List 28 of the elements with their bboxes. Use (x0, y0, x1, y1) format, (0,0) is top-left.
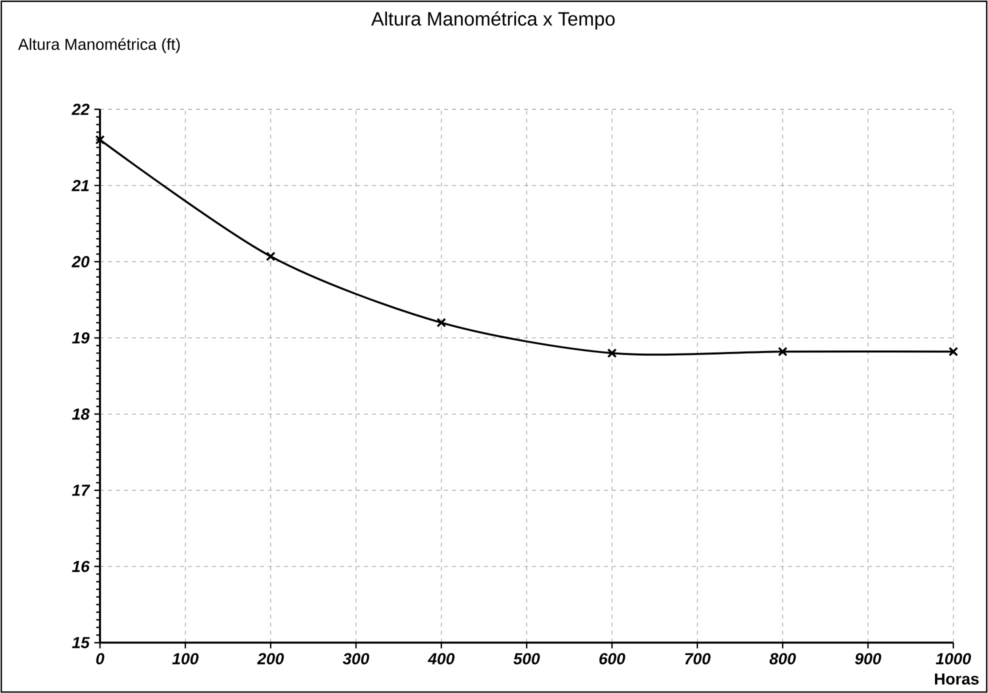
x-tick-label: 0 (96, 652, 104, 664)
chart-title: Altura Manométrica x Tempo (371, 11, 615, 30)
x-tick-label: 900 (855, 652, 882, 664)
y-axis-title: Altura Manométrica (ft) (18, 38, 180, 53)
y-tick-label: 17 (72, 484, 90, 496)
x-tick-label: 800 (770, 652, 796, 664)
point (436, 318, 446, 328)
x-axis-title: Horas (935, 673, 979, 684)
point (778, 346, 788, 356)
y-tick-label: 21 (72, 180, 89, 191)
x-tick-label: 500 (513, 652, 540, 664)
y-tick-label: 19 (72, 332, 90, 344)
point (948, 346, 958, 356)
x-tick-label: 200 (257, 652, 284, 664)
point (266, 251, 276, 261)
x-tick-label: 300 (342, 652, 370, 664)
x-tick-label: 1000 (936, 652, 971, 664)
y-tick-label: 18 (72, 408, 90, 420)
y-tick-label: 20 (72, 256, 90, 268)
x-tick-label: 100 (172, 652, 199, 664)
point (607, 348, 617, 358)
y-tick-label: 16 (72, 560, 90, 572)
x-tick-label: 400 (428, 652, 455, 664)
y-tick-label: 22 (72, 104, 90, 115)
y-tick-label: 15 (72, 636, 90, 648)
x-tick-label: 600 (599, 652, 626, 664)
point (95, 134, 105, 144)
x-tick-label: 700 (685, 652, 711, 664)
